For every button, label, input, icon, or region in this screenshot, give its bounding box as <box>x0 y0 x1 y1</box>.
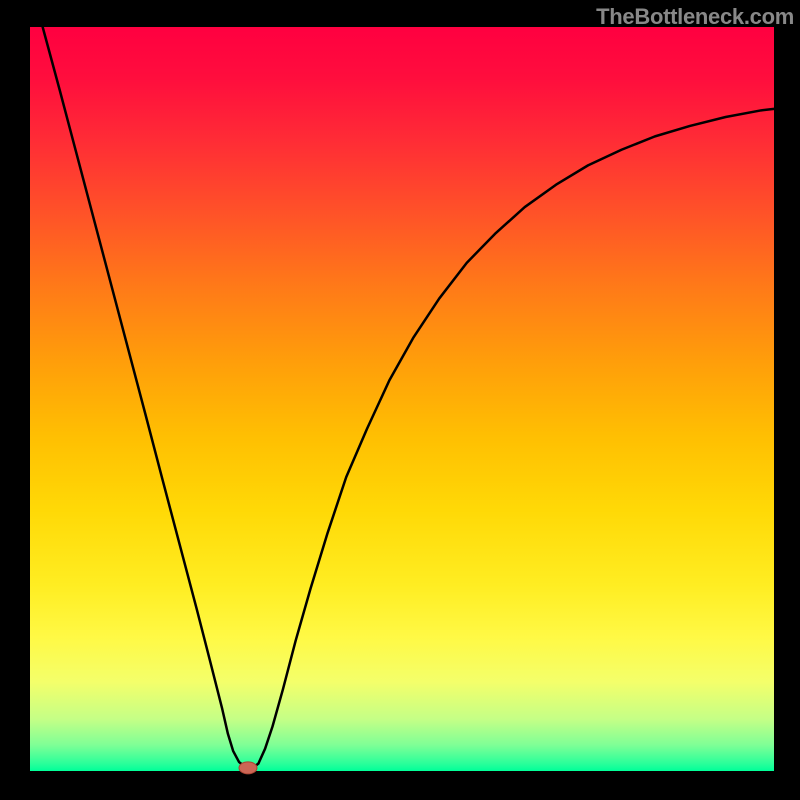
chart-svg <box>0 0 800 800</box>
watermark-text: TheBottleneck.com <box>596 4 794 30</box>
bottleneck-chart: TheBottleneck.com <box>0 0 800 800</box>
